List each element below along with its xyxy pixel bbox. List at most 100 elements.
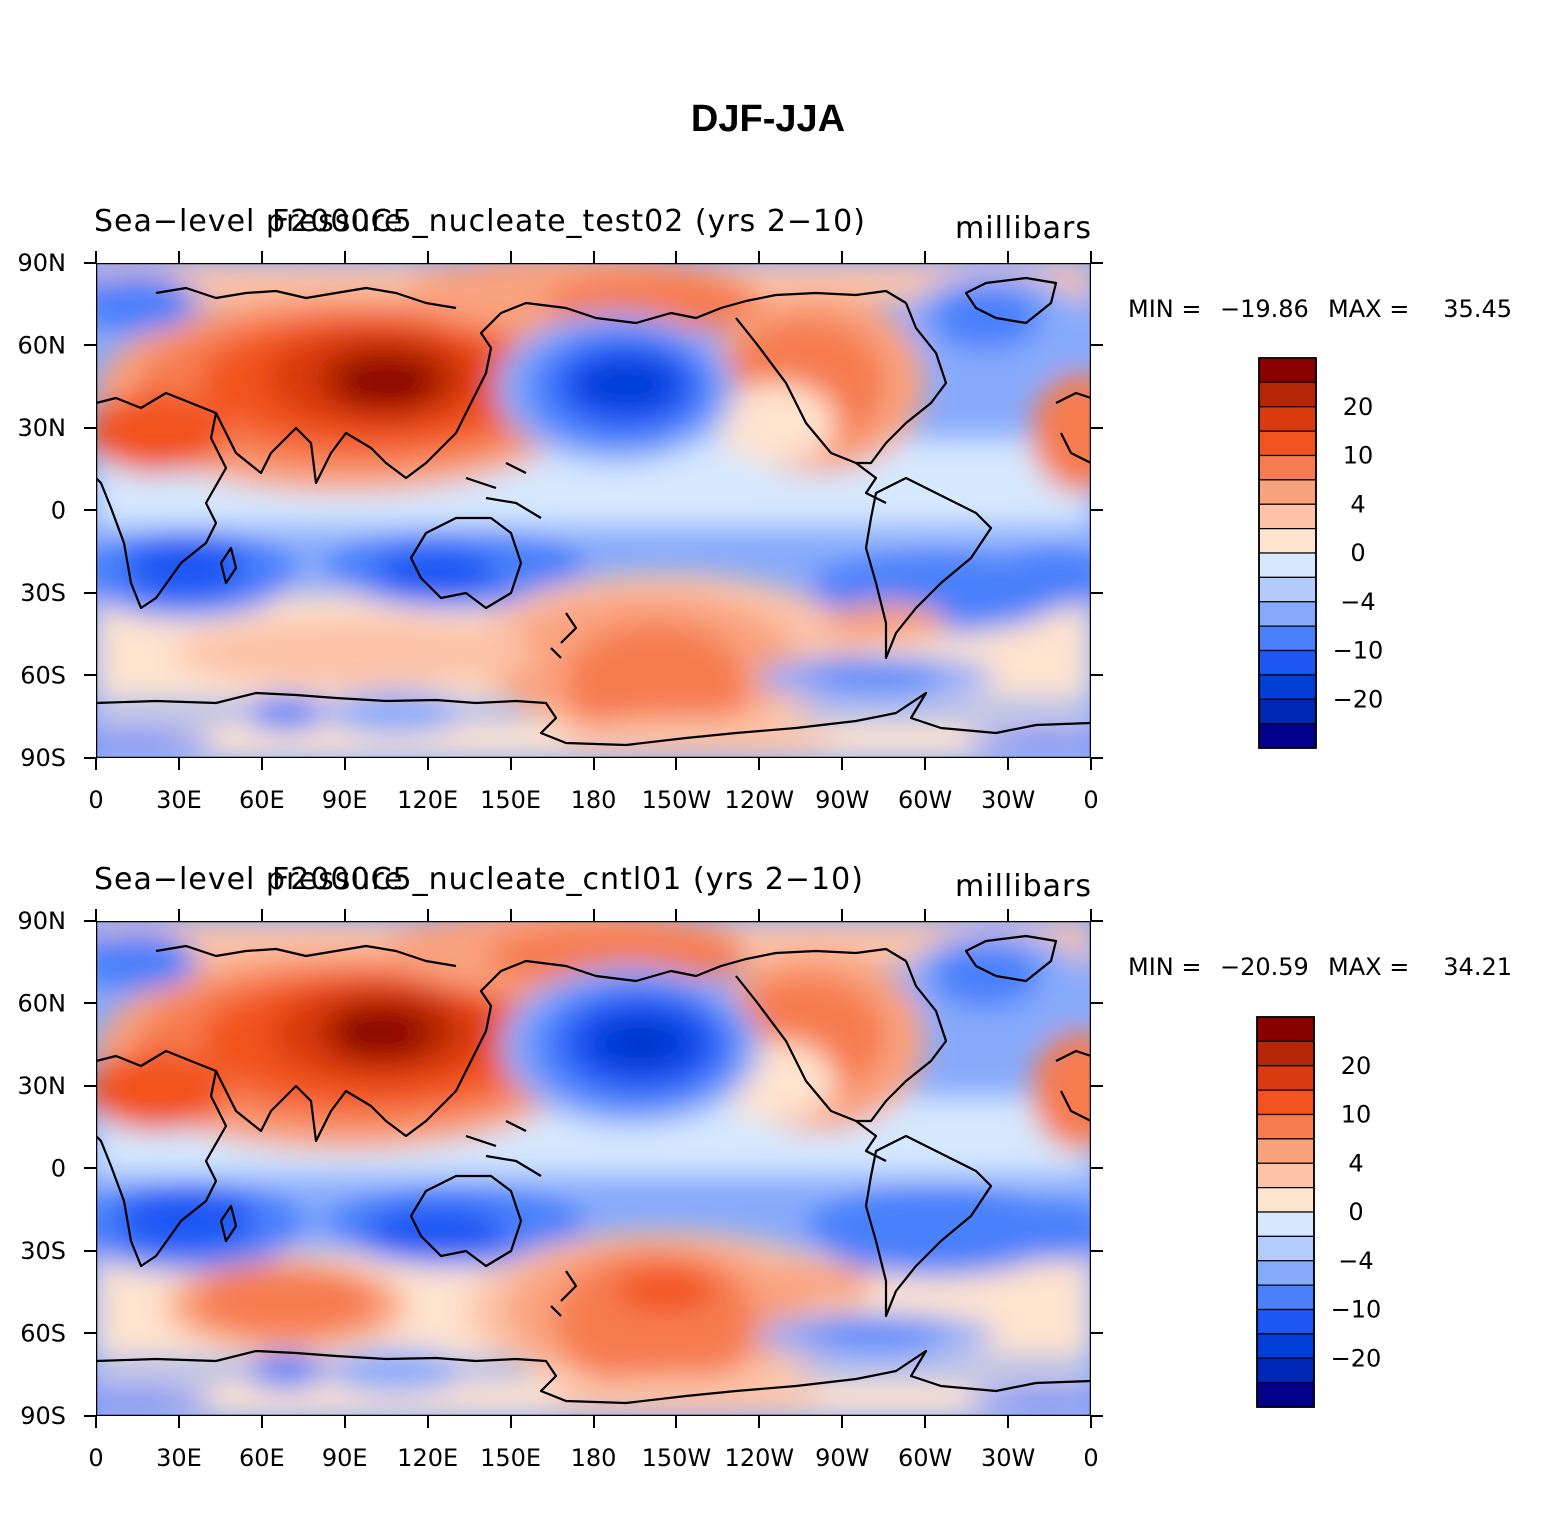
panel-1-lat-tick-label: 0 — [51, 497, 66, 525]
panel-1-max-label: MAX = — [1328, 295, 1409, 323]
panel-2-lat-tick-label: 30S — [20, 1237, 66, 1265]
panel-2-lon-tick-label: 30E — [156, 1444, 202, 1472]
panel-2-colorbar-box — [1256, 1260, 1315, 1286]
panel-1-colorbar-label: −10 — [1333, 637, 1384, 665]
panel-1-lat-tick-label: 30S — [20, 579, 66, 607]
panel-2-lat-labels: 90N 60N 30N 0 30S 60S 90S — [18, 907, 67, 1430]
panel-2-colorbar-label: −20 — [1331, 1344, 1382, 1372]
panel-2-colorbar-label: 10 — [1341, 1101, 1372, 1129]
panel-1-colorbar-label: 0 — [1350, 539, 1365, 567]
panel-2-colorbar-box — [1256, 1284, 1315, 1311]
panel-1-lat-tick-label: 60S — [20, 662, 66, 690]
panel-2-lon-tick-label: 120E — [397, 1444, 458, 1472]
panel-1-colorbar-box — [1258, 528, 1317, 554]
panel-2-lat-tick-label: 30N — [18, 1072, 67, 1100]
panel-1: Sea−level pressure F2000C5_nucleate_test… — [18, 204, 1513, 814]
panel-1-lon-tick-label: 30E — [156, 786, 202, 814]
panel-1-ticks — [84, 251, 1103, 770]
panel-2-map — [96, 921, 1091, 1416]
panel-1-lon-tick-label: 60W — [898, 786, 952, 814]
panel-1-colorbar-box — [1258, 698, 1317, 725]
panel-2-center-title: F2000C5_nucleate_cntl01 (yrs 2−10) — [272, 862, 864, 897]
panel-2-colorbar-box — [1256, 1089, 1315, 1116]
panel-2-colorbar-box — [1256, 1357, 1315, 1384]
panel-1-map — [96, 263, 1091, 758]
panel-2-colorbar-label: −4 — [1338, 1247, 1373, 1275]
panel-2-lon-labels: 0 30E 60E 90E 120E 150E 180 150W 120W 90W 60W 30W 0 — [88, 1444, 1098, 1472]
panel-2-colorbar-box — [1256, 1235, 1315, 1262]
panel-1-colorbar-label: −4 — [1340, 588, 1375, 616]
panel-2-lat-tick-label: 90N — [18, 907, 67, 935]
panel-1-colorbar-box — [1258, 406, 1317, 432]
panel-2-colorbar-labels: 20 10 4 0 −4 −10 −20 — [1331, 1052, 1382, 1373]
panel-2-colorbar-box — [1256, 1065, 1315, 1091]
panel-2-colorbar-box — [1256, 1016, 1315, 1042]
panel-1-lon-labels: 0 30E 60E 90E 120E 150E 180 150W 120W 90W 60W 30W 0 — [88, 786, 1098, 814]
panel-1-lon-tick-label: 150E — [480, 786, 541, 814]
panel-2: Sea−level pressure F2000C5_nucleate_cntl… — [18, 862, 1513, 1472]
panel-2-colorbar-label: 20 — [1341, 1052, 1372, 1080]
panel-1-lat-tick-label: 90N — [18, 249, 67, 277]
panel-1-colorbar-box — [1258, 381, 1317, 408]
panel-2-colorbar — [1256, 1016, 1315, 1408]
panel-2-lon-tick-label: 90E — [322, 1444, 368, 1472]
panel-1-colorbar-box — [1258, 430, 1317, 457]
panel-1-center-title: F2000C5_nucleate_test02 (yrs 2−10) — [272, 204, 866, 239]
panel-1-lat-tick-label: 60N — [18, 332, 67, 360]
panel-2-lat-tick-label: 0 — [51, 1155, 66, 1183]
panel-1-lon-tick-label: 90E — [322, 786, 368, 814]
panel-2-colorbar-box — [1256, 1187, 1315, 1213]
panel-2-colorbar-box — [1256, 1162, 1315, 1189]
panel-1-colorbar-box — [1258, 601, 1317, 627]
panel-1-units: millibars — [955, 211, 1092, 246]
panel-1-colorbar-box — [1258, 552, 1317, 578]
panel-1-colorbar-label: 20 — [1343, 393, 1374, 421]
panel-2-lat-tick-label: 60N — [18, 990, 67, 1018]
panel-1-lon-tick-label: 180 — [571, 786, 617, 814]
panel-2-colorbar-box — [1256, 1138, 1315, 1164]
panel-2-colorbar-box — [1256, 1040, 1315, 1067]
panel-2-lat-tick-label: 90S — [20, 1402, 66, 1430]
panel-2-max-value: 34.21 — [1443, 953, 1512, 981]
panel-1-min-value: −19.86 — [1220, 295, 1309, 323]
panel-1-colorbar-box — [1258, 576, 1317, 603]
panel-1-colorbar-label: 10 — [1343, 442, 1374, 470]
panel-2-colorbar-box — [1256, 1382, 1315, 1408]
panel-1-colorbar-frame — [1258, 357, 1317, 749]
panel-1-colorbar-box — [1258, 674, 1317, 700]
panel-1-colorbar-box — [1258, 723, 1317, 749]
panel-1-max-value: 35.45 — [1443, 295, 1512, 323]
panel-2-lon-tick-label: 60E — [239, 1444, 285, 1472]
panel-1-colorbar-label: −20 — [1333, 685, 1384, 713]
panel-1-colorbar-box — [1258, 649, 1317, 676]
panel-1-colorbar-labels: 20 10 4 0 −4 −10 −20 — [1333, 393, 1384, 714]
panel-1-lat-tick-label: 90S — [20, 744, 66, 772]
panel-1-lon-tick-label: 0 — [1083, 786, 1098, 814]
panel-2-lon-tick-label: 150W — [642, 1444, 712, 1472]
panel-2-lon-tick-label: 0 — [88, 1444, 103, 1472]
panel-1-colorbar-label: 4 — [1350, 490, 1365, 518]
panel-2-lon-tick-label: 60W — [898, 1444, 952, 1472]
panel-2-lon-tick-label: 180 — [571, 1444, 617, 1472]
panel-1-left-title: Sea−level pressure — [94, 204, 403, 239]
panel-1-lon-tick-label: 90W — [815, 786, 869, 814]
panel-1-lon-tick-label: 30W — [981, 786, 1035, 814]
panel-2-colorbar-frame — [1256, 1016, 1315, 1408]
panel-1-lon-tick-label: 120E — [397, 786, 458, 814]
panel-2-colorbar-box — [1256, 1308, 1315, 1335]
panel-2-min-label: MIN = — [1128, 953, 1201, 981]
panel-1-colorbar-box — [1258, 625, 1317, 652]
panel-1-colorbar-box — [1258, 357, 1317, 383]
panel-2-lat-tick-label: 60S — [20, 1320, 66, 1348]
panel-2-colorbar-box — [1256, 1333, 1315, 1359]
panel-1-colorbar-box — [1258, 454, 1317, 481]
panel-1-lat-labels: 90N 60N 30N 0 30S 60S 90S — [18, 249, 67, 772]
panel-1-colorbar — [1258, 357, 1317, 749]
panel-2-lon-tick-label: 0 — [1083, 1444, 1098, 1472]
panel-1-lon-tick-label: 120W — [725, 786, 795, 814]
panel-2-min-value: −20.59 — [1220, 953, 1309, 981]
panel-2-left-title: Sea−level pressure — [94, 862, 403, 897]
figure-title: DJF-JJA — [691, 98, 845, 140]
panel-2-lon-tick-label: 90W — [815, 1444, 869, 1472]
